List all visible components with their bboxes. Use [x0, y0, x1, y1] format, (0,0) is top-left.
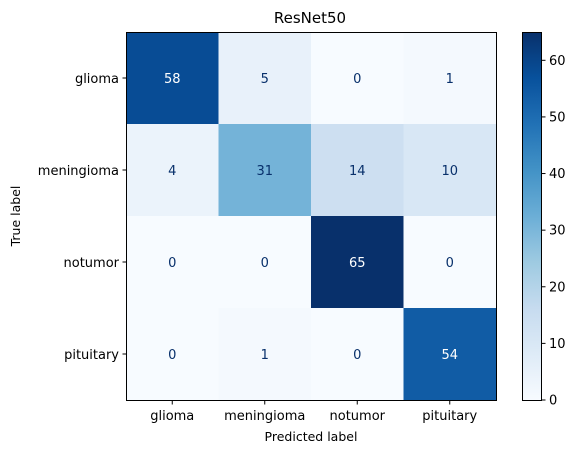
cell-value-label: 1 — [261, 348, 269, 363]
colorbar-tick-label: 60 — [549, 54, 566, 69]
cell-value-label: 0 — [446, 256, 454, 271]
colorbar-tick-label: 30 — [549, 224, 566, 239]
cell-value-label: 0 — [261, 256, 269, 271]
cell-value-label: 5 — [261, 72, 269, 87]
y-tick-label: pituitary — [64, 348, 119, 363]
cell-value-label: 54 — [441, 348, 458, 363]
y-axis-label: True label — [8, 186, 23, 248]
matrix-cell-notumor-glioma — [126, 216, 220, 309]
y-tick-label: meningioma — [38, 164, 119, 179]
cell-value-label: 31 — [256, 164, 273, 179]
matrix-cell-glioma-pituitary — [403, 32, 497, 125]
cell-value-label: 0 — [168, 256, 176, 271]
colorbar-tick-label: 40 — [549, 167, 566, 182]
cell-value-label: 4 — [168, 164, 176, 179]
colorbar-frame — [522, 32, 542, 401]
matrix-cell-pituitary-notumor — [311, 308, 405, 401]
cell-value-label: 0 — [168, 348, 176, 363]
matrix-cell-notumor-notumor — [311, 216, 405, 309]
cell-value-label: 58 — [164, 72, 181, 87]
matrix-cell-meningioma-meningioma — [218, 124, 312, 217]
colorbar — [522, 32, 541, 400]
x-tick-label: meningioma — [224, 409, 305, 424]
matrix-cell-meningioma-notumor — [311, 124, 405, 217]
x-axis-ticks: glioma meningioma notumor pituitary — [150, 400, 478, 424]
matrix-cell-notumor-meningioma — [218, 216, 312, 309]
chart-title: ResNet50 — [274, 9, 346, 27]
matrix-cell-notumor-pituitary — [403, 216, 497, 309]
matrix-cell-labels: 58 5 0 14 31 14 100 0 65 00 1 0 54 — [164, 72, 458, 363]
matrix-cell-glioma-meningioma — [218, 32, 312, 125]
y-tick-label: notumor — [64, 256, 120, 271]
cell-value-label: 10 — [441, 164, 458, 179]
matrix-cell-pituitary-meningioma — [218, 308, 312, 401]
x-tick-label: notumor — [330, 409, 386, 424]
colorbar-tick-label: 10 — [549, 337, 566, 352]
cell-value-label: 65 — [349, 256, 366, 271]
cell-value-label: 1 — [446, 72, 454, 87]
matrix-cell-glioma-glioma — [126, 32, 220, 125]
cell-value-label: 0 — [353, 348, 361, 363]
matrix-cell-meningioma-pituitary — [403, 124, 497, 217]
colorbar-tick-label: 50 — [549, 110, 566, 125]
matrix-cell-meningioma-glioma — [126, 124, 220, 217]
x-tick-label: glioma — [150, 409, 194, 424]
colorbar-ticks: 0 10 20 30 40 50 60 — [541, 54, 566, 409]
x-tick-label: pituitary — [422, 409, 477, 424]
colorbar-tick-label: 0 — [549, 394, 557, 409]
plot-frame — [126, 32, 497, 401]
y-tick-label: glioma — [75, 72, 119, 87]
matrix-cell-pituitary-glioma — [126, 308, 220, 401]
cell-value-label: 0 — [353, 72, 361, 87]
matrix-cells — [126, 32, 497, 401]
y-axis-ticks: glioma meningioma notumor pituitary — [38, 72, 127, 363]
cell-value-label: 14 — [349, 164, 366, 179]
matrix-cell-pituitary-pituitary — [403, 308, 497, 401]
matrix-cell-glioma-notumor — [311, 32, 405, 125]
colorbar-tick-label: 20 — [549, 280, 566, 295]
x-axis-label: Predicted label — [265, 429, 358, 444]
